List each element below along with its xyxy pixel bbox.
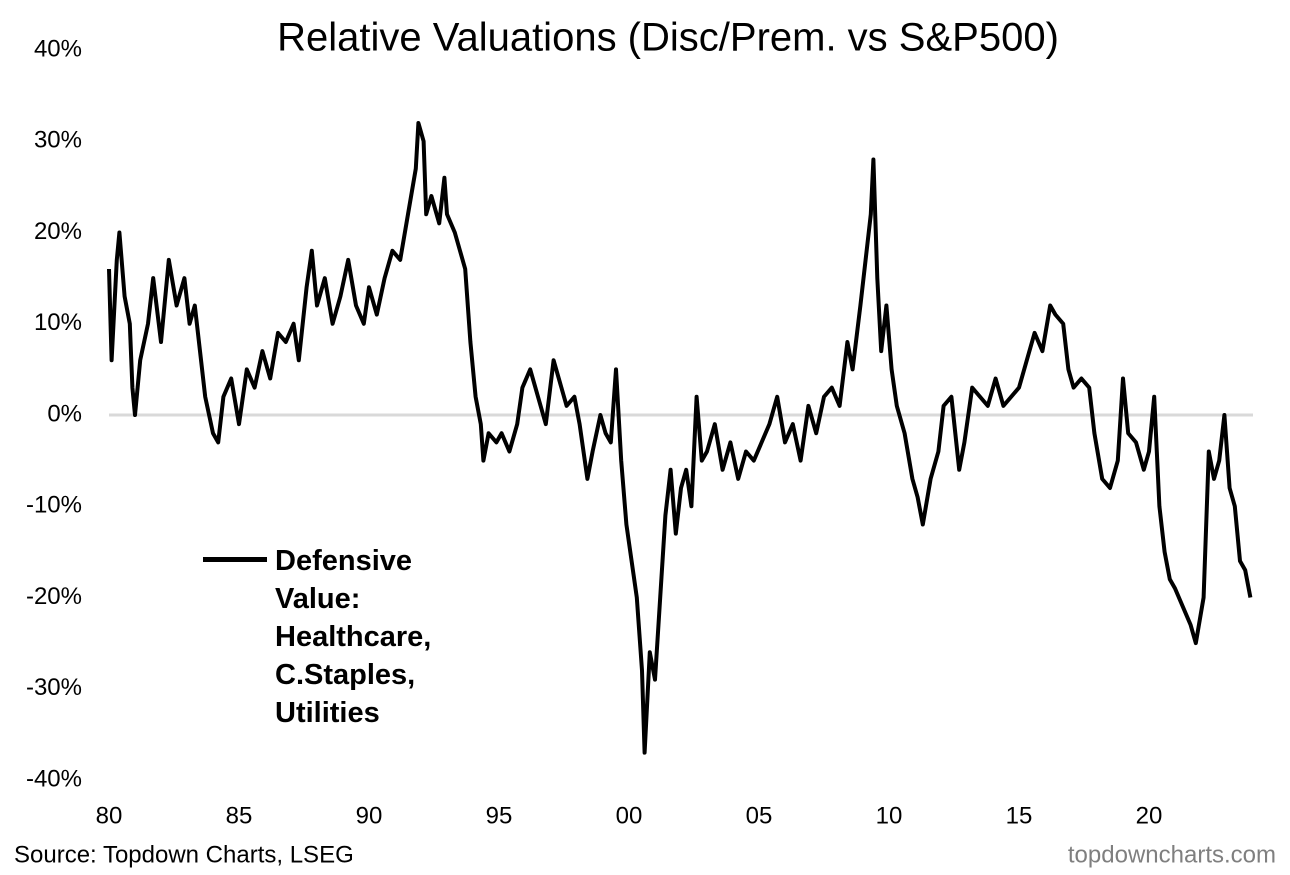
y-tick-label: 30% <box>34 127 82 154</box>
legend-swatch <box>203 557 267 562</box>
x-tick-label: 85 <box>226 802 253 829</box>
x-tick-label: 05 <box>746 802 773 829</box>
y-tick-label: 20% <box>34 218 82 245</box>
chart-title: Relative Valuations (Disc/Prem. vs S&P50… <box>277 16 1059 60</box>
source-note: Source: Topdown Charts, LSEG <box>14 841 354 868</box>
y-tick-label: -40% <box>26 765 82 792</box>
x-tick-label: 80 <box>96 802 123 829</box>
y-tick-label: 10% <box>34 309 82 336</box>
legend: Defensive Value: Healthcare, C.Staples, … <box>203 542 465 732</box>
x-tick-label: 10 <box>876 802 903 829</box>
watermark: topdowncharts.com <box>1068 841 1276 868</box>
data-line <box>107 121 1253 755</box>
y-tick-label: -30% <box>26 674 82 701</box>
y-tick-label: -20% <box>26 583 82 610</box>
y-tick-label: -10% <box>26 492 82 519</box>
x-tick-label: 90 <box>356 802 383 829</box>
y-tick-label: 40% <box>34 35 82 62</box>
x-tick-label: 00 <box>616 802 643 829</box>
x-tick-label: 15 <box>1006 802 1033 829</box>
y-tick-label: 0% <box>47 400 82 427</box>
x-tick-label: 95 <box>486 802 513 829</box>
legend-label: Defensive Value: Healthcare, C.Staples, … <box>275 545 432 729</box>
x-tick-label: 20 <box>1136 802 1163 829</box>
